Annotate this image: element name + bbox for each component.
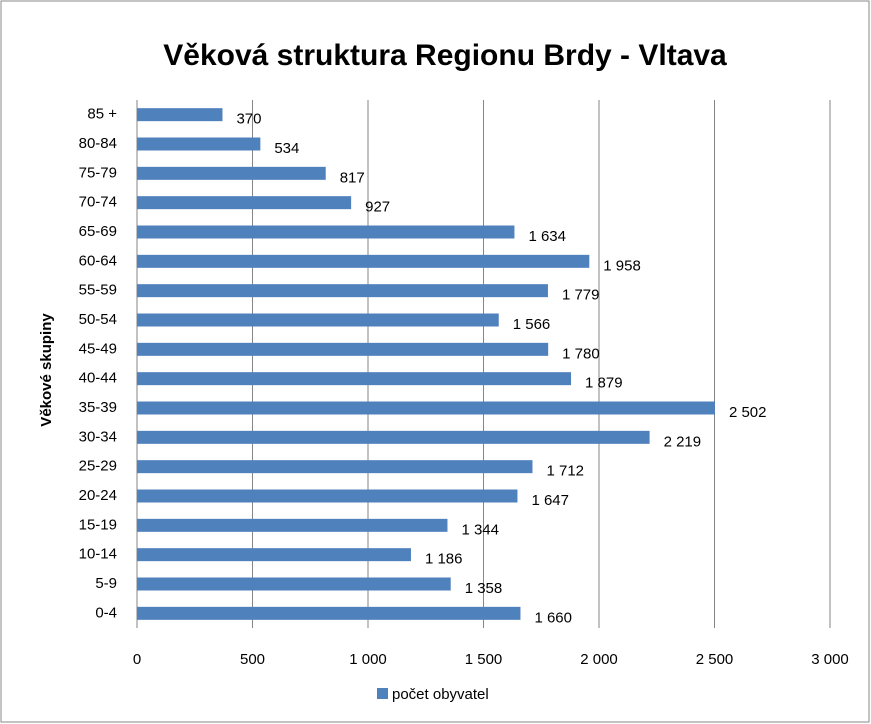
value-label: 1 358: [465, 580, 503, 597]
bar: [137, 225, 515, 239]
x-tick-label: 1 000: [349, 651, 387, 668]
bar: [137, 577, 451, 591]
value-label: 1 879: [585, 375, 623, 392]
x-tick-label: 0: [133, 651, 141, 668]
y-tick-label: 50-54: [79, 311, 117, 328]
x-tick-label: 500: [240, 651, 265, 668]
y-tick-label: 45-49: [79, 340, 117, 357]
value-label: 817: [340, 169, 365, 186]
bar: [137, 342, 549, 356]
value-label: 534: [274, 140, 299, 157]
value-label: 1 712: [546, 463, 584, 480]
chart-title: Věková struktura Regionu Brdy - Vltava: [163, 39, 727, 72]
bar: [137, 401, 715, 415]
y-tick-label: 35-39: [79, 399, 117, 416]
bar: [137, 548, 411, 562]
x-tick-label: 2 000: [580, 651, 618, 668]
value-label: 2 502: [729, 404, 767, 421]
y-tick-label: 70-74: [79, 194, 117, 211]
y-tick-label: 85 +: [87, 106, 117, 123]
y-tick-label: 15-19: [79, 516, 117, 533]
value-label: 370: [236, 111, 261, 128]
value-label: 1 186: [425, 551, 463, 568]
value-label: 2 219: [664, 433, 702, 450]
y-tick-label: 40-44: [79, 370, 117, 387]
x-tick-label: 1 500: [465, 651, 503, 668]
y-tick-label: 80-84: [79, 135, 117, 152]
bar: [137, 430, 650, 444]
bar: [137, 606, 521, 620]
bar: [137, 460, 533, 474]
y-tick-label: 30-34: [79, 428, 117, 445]
y-tick-label: 10-14: [79, 546, 117, 563]
y-tick-label: 55-59: [79, 282, 117, 299]
y-tick-label: 5-9: [95, 575, 117, 592]
y-axis-label: Věkové skupiny: [38, 313, 55, 427]
bar: [137, 372, 572, 386]
x-tick-label: 3 000: [811, 651, 849, 668]
bar: [137, 518, 448, 532]
value-label: 1 780: [562, 345, 600, 362]
x-tick-label: 2 500: [696, 651, 734, 668]
bar: [137, 284, 548, 298]
bar: [137, 313, 499, 327]
y-tick-label: 20-24: [79, 487, 117, 504]
y-tick-label: 0-4: [95, 604, 117, 621]
value-label: 1 779: [562, 287, 600, 304]
value-label: 1 647: [531, 492, 569, 509]
value-label: 1 958: [603, 257, 641, 274]
bar: [137, 196, 352, 210]
bar: [137, 254, 590, 268]
bar: [137, 166, 326, 180]
bar: [137, 489, 518, 503]
value-label: 1 660: [534, 609, 572, 626]
value-label: 1 344: [461, 521, 499, 538]
value-label: 1 634: [528, 228, 566, 245]
y-tick-label: 60-64: [79, 252, 117, 269]
legend-swatch: [377, 688, 388, 699]
legend-label: počet obyvatel: [392, 686, 489, 703]
y-tick-label: 25-29: [79, 458, 117, 475]
y-tick-label: 75-79: [79, 164, 117, 181]
y-tick-label: 65-69: [79, 223, 117, 240]
value-label: 927: [365, 199, 390, 216]
bar: [137, 108, 223, 122]
value-label: 1 566: [513, 316, 551, 333]
bar: [137, 137, 261, 151]
